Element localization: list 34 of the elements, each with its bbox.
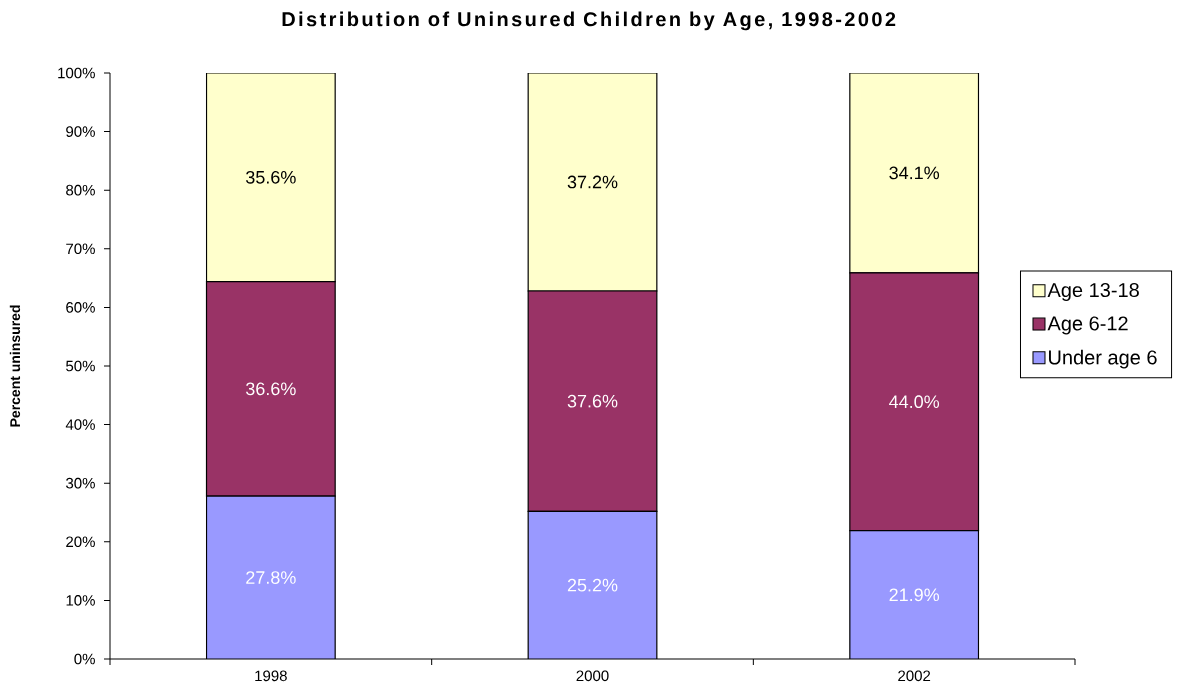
y-tick-label: 10% [66, 595, 95, 606]
y-tick-label: 90% [66, 126, 95, 137]
data-label: 37.2% [567, 175, 618, 189]
data-label: 36.6% [246, 382, 296, 396]
legend-label: Age 13-18 [1047, 282, 1139, 302]
legend-label: Under age 6 [1049, 349, 1157, 369]
y-tick-label: 40% [65, 419, 95, 430]
y-tick-label: 0% [74, 653, 95, 665]
bar [528, 511, 657, 659]
y-tick-label: 80% [66, 184, 95, 196]
data-label: 25.2% [567, 578, 618, 592]
legend-label: Age 6-12 [1047, 316, 1128, 335]
bar [206, 496, 336, 659]
bar [527, 72, 658, 292]
y-tick-label: 100% [58, 67, 95, 79]
y-tick-label: 20% [66, 536, 95, 548]
bar [205, 72, 336, 283]
data-label: 44.0% [889, 395, 940, 409]
data-label: 34.1% [889, 166, 940, 180]
data-label: 27.8% [246, 571, 296, 584]
x-tick-label: 2002 [898, 670, 931, 682]
bar [849, 530, 980, 659]
y-axis-title: Percent uninsured [9, 305, 21, 427]
y-tick-label: 60% [66, 302, 95, 313]
data-label: 37.6% [567, 394, 618, 408]
data-label: 35.6% [246, 170, 296, 184]
x-tick-label: 2000 [576, 670, 609, 682]
y-tick-label: 70% [66, 243, 95, 255]
x-tick-label: 1998 [255, 670, 287, 682]
chart-title: Distribution of Uninsured Children by Age, 1998-2002 [282, 11, 896, 31]
y-tick-label: 30% [66, 477, 95, 489]
bar [849, 72, 980, 274]
data-label: 21.9% [889, 588, 940, 602]
y-tick-label: 50% [66, 360, 95, 372]
